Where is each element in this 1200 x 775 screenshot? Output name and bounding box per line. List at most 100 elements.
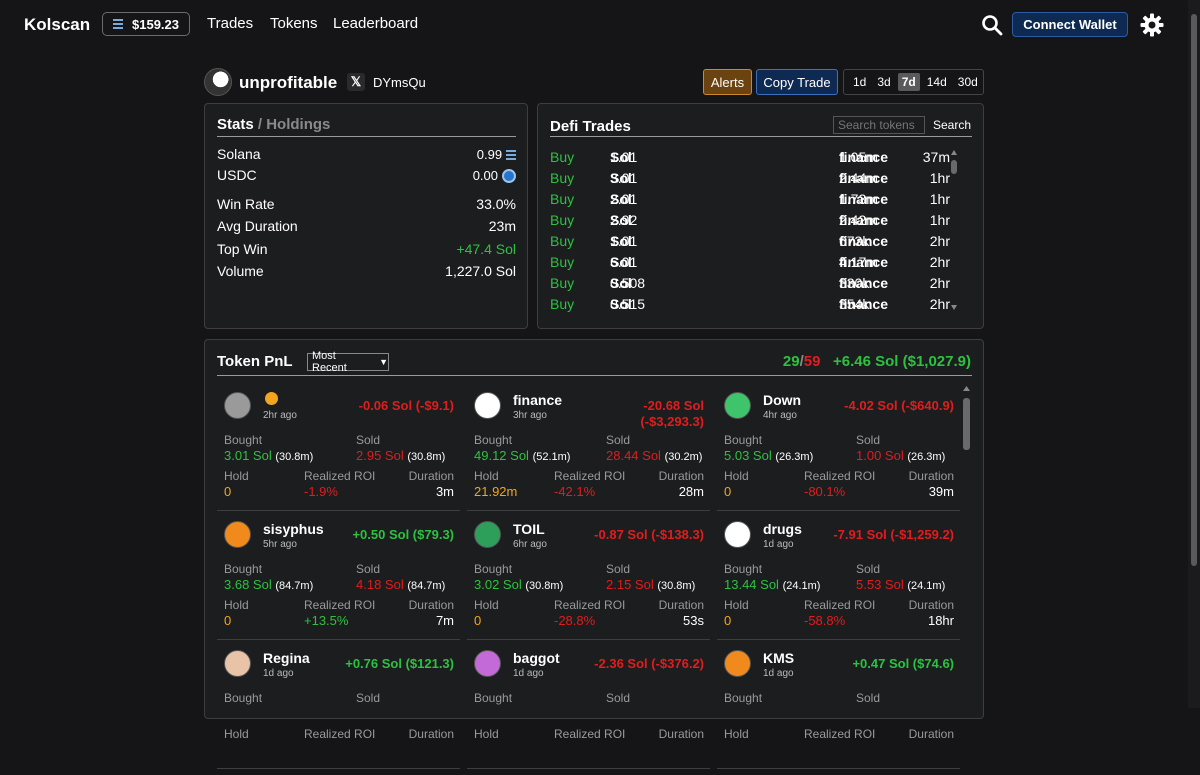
token-pnl-card[interactable]: TOIL 6hr ago -0.87 Sol (-$138.3) Bought Sold… bbox=[467, 517, 710, 646]
trade-token[interactable]: 673k finance bbox=[838, 233, 888, 249]
token-pnl-card[interactable]: 2hr ago -0.06 Sol (-$9.1) Bought Sold 3.01 S… bbox=[217, 388, 460, 517]
sol-price-badge: $159.23 bbox=[102, 12, 190, 36]
token-pnl-card[interactable]: finance 3hr ago -20.68 Sol (-$3,293.3) Boug… bbox=[467, 388, 710, 517]
trade-row[interactable]: Buy 2.92 Sol 2.42m finance 1hr bbox=[550, 212, 950, 232]
pnl-scrollbar[interactable] bbox=[962, 386, 971, 456]
gear-icon[interactable] bbox=[1140, 13, 1164, 37]
token-age: 2hr ago bbox=[263, 410, 297, 421]
token-name[interactable]: drugs bbox=[763, 521, 802, 537]
trade-row[interactable]: Buy 1.01 Sol 673k finance 2hr bbox=[550, 233, 950, 253]
trade-row[interactable]: Buy 0.508 Sol 330k finance 2hr bbox=[550, 275, 950, 295]
hold-value: 0 bbox=[224, 613, 232, 628]
range-30d[interactable]: 30d bbox=[957, 75, 978, 89]
range-7d[interactable]: 7d bbox=[897, 73, 920, 91]
sold-value: 5.53 Sol (24.1m) bbox=[856, 577, 946, 592]
sold-label: Sold bbox=[356, 433, 381, 447]
bought-label: Bought bbox=[724, 562, 763, 576]
hold-label: Hold bbox=[474, 598, 499, 612]
hold-label: Hold bbox=[724, 598, 749, 612]
token-icon bbox=[474, 650, 501, 677]
token-age: 3hr ago bbox=[513, 410, 547, 421]
divider bbox=[217, 375, 972, 376]
token-name[interactable]: finance bbox=[513, 392, 563, 408]
tab-stats[interactable]: Stats bbox=[217, 116, 254, 133]
sold-value: 1.00 Sol (26.3m) bbox=[856, 448, 946, 463]
token-pnl-card[interactable]: baggot 1d ago -2.36 Sol (-$376.2) Bought Sol… bbox=[467, 646, 710, 775]
nav-link-leaderboard[interactable]: Leaderboard bbox=[333, 15, 419, 32]
roi-label: Realized ROI bbox=[304, 598, 376, 612]
alerts-button[interactable]: Alerts bbox=[703, 69, 752, 95]
token-name[interactable]: Down bbox=[763, 392, 802, 408]
token-name[interactable]: Regina bbox=[263, 650, 310, 666]
tab-holdings[interactable]: Holdings bbox=[266, 116, 331, 133]
token-name[interactable]: KMS bbox=[763, 650, 795, 666]
volume-value: 1,227.0 Sol bbox=[445, 263, 516, 279]
token-pnl-card[interactable]: sisyphus 5hr ago +0.50 Sol ($79.3) Bought So… bbox=[217, 517, 460, 646]
card-divider bbox=[217, 510, 460, 511]
roi-value: -1.9% bbox=[304, 484, 338, 499]
trade-token[interactable]: 4.17m finance bbox=[838, 254, 888, 270]
token-pnl-card[interactable]: Regina 1d ago +0.76 Sol ($121.3) Bought Sold… bbox=[217, 646, 460, 775]
page-scrollbar-thumb[interactable] bbox=[1191, 14, 1197, 566]
duration-label: Duration bbox=[408, 469, 454, 483]
sol-price-value: $159.23 bbox=[132, 16, 179, 32]
token-age: 1d ago bbox=[763, 539, 794, 550]
profile-name: unprofitable bbox=[239, 73, 338, 92]
hold-value: 0 bbox=[724, 613, 732, 628]
trade-amount: 3.01 Sol bbox=[610, 170, 638, 186]
copy-trade-button[interactable]: Copy Trade bbox=[756, 69, 838, 95]
trade-age: 2hr bbox=[929, 233, 950, 249]
trade-row[interactable]: Buy 6.01 Sol 4.17m finance 2hr bbox=[550, 254, 950, 274]
search-icon[interactable] bbox=[981, 14, 1003, 36]
token-pnl-card[interactable]: drugs 1d ago -7.91 Sol (-$1,259.2) Bought So… bbox=[717, 517, 960, 646]
hold-value: 0 bbox=[224, 484, 232, 499]
token-pnl-card[interactable]: Down 4hr ago -4.02 Sol (-$640.9) Bought Sold… bbox=[717, 388, 960, 517]
trade-row[interactable]: Buy 1.01 Sol 1.05m finance 37m bbox=[550, 149, 950, 169]
trade-token[interactable]: 2.44m finance bbox=[838, 170, 888, 186]
token-name[interactable]: sisyphus bbox=[263, 521, 324, 537]
bought-label: Bought bbox=[724, 691, 763, 705]
trades-scrollbar[interactable] bbox=[951, 150, 957, 310]
card-divider bbox=[717, 768, 960, 769]
profile-handle[interactable]: DYmsQu bbox=[373, 75, 426, 90]
trade-token[interactable]: 1.05m finance bbox=[838, 149, 888, 165]
sort-dropdown-value: Most Recent bbox=[312, 350, 347, 374]
trade-row[interactable]: Buy 2.01 Sol 1.73m finance 1hr bbox=[550, 191, 950, 211]
range-14d[interactable]: 14d bbox=[926, 75, 947, 89]
token-age: 6hr ago bbox=[513, 539, 547, 550]
trade-token[interactable]: 330k finance bbox=[838, 275, 888, 291]
token-pnl-value: -7.91 Sol (-$1,259.2) bbox=[833, 527, 954, 542]
nav-link-tokens[interactable]: Tokens bbox=[270, 15, 318, 32]
duration-label: Duration bbox=[908, 727, 954, 741]
sort-dropdown[interactable]: Most Recent ▼ bbox=[307, 350, 389, 374]
top-win-label: Top Win bbox=[217, 241, 268, 257]
solana-icon bbox=[506, 150, 516, 161]
search-button[interactable]: Search bbox=[933, 118, 972, 132]
token-pnl-value: -0.87 Sol (-$138.3) bbox=[594, 527, 704, 542]
trade-token[interactable]: 2.42m finance bbox=[838, 212, 888, 228]
brand-logo[interactable]: Kolscan bbox=[24, 15, 91, 34]
trade-amount: 1.01 Sol bbox=[610, 233, 638, 249]
hold-label: Hold bbox=[724, 469, 749, 483]
search-tokens-input[interactable] bbox=[833, 116, 925, 134]
token-name[interactable]: baggot bbox=[513, 650, 560, 666]
token-name[interactable]: TOIL bbox=[513, 521, 545, 537]
nav-link-trades[interactable]: Trades bbox=[207, 15, 254, 32]
trade-amount: 2.92 Sol bbox=[610, 212, 638, 228]
trade-row[interactable]: Buy 3.01 Sol 2.44m finance 1hr bbox=[550, 170, 950, 190]
trade-row[interactable]: Buy 0.515 Sol 354k finance 2hr bbox=[550, 296, 950, 316]
token-age: 5hr ago bbox=[263, 539, 297, 550]
x-icon[interactable]: 𝕏 bbox=[347, 73, 365, 91]
token-pnl-card[interactable]: KMS 1d ago +0.47 Sol ($74.6) Bought Sold Hol… bbox=[717, 646, 960, 775]
trade-amount: 0.515 Sol bbox=[610, 296, 646, 312]
hold-value: 0 bbox=[474, 613, 482, 628]
range-3d[interactable]: 3d bbox=[877, 75, 891, 89]
token-pnl-value: -4.02 Sol (-$640.9) bbox=[844, 398, 954, 413]
hold-label: Hold bbox=[724, 727, 749, 741]
trade-token[interactable]: 354k finance bbox=[838, 296, 888, 312]
range-1d[interactable]: 1d bbox=[853, 75, 867, 89]
defi-trades-title: Defi Trades bbox=[550, 118, 631, 135]
connect-wallet-button[interactable]: Connect Wallet bbox=[1012, 12, 1128, 37]
trade-token[interactable]: 1.73m finance bbox=[838, 191, 888, 207]
card-divider bbox=[467, 768, 710, 769]
